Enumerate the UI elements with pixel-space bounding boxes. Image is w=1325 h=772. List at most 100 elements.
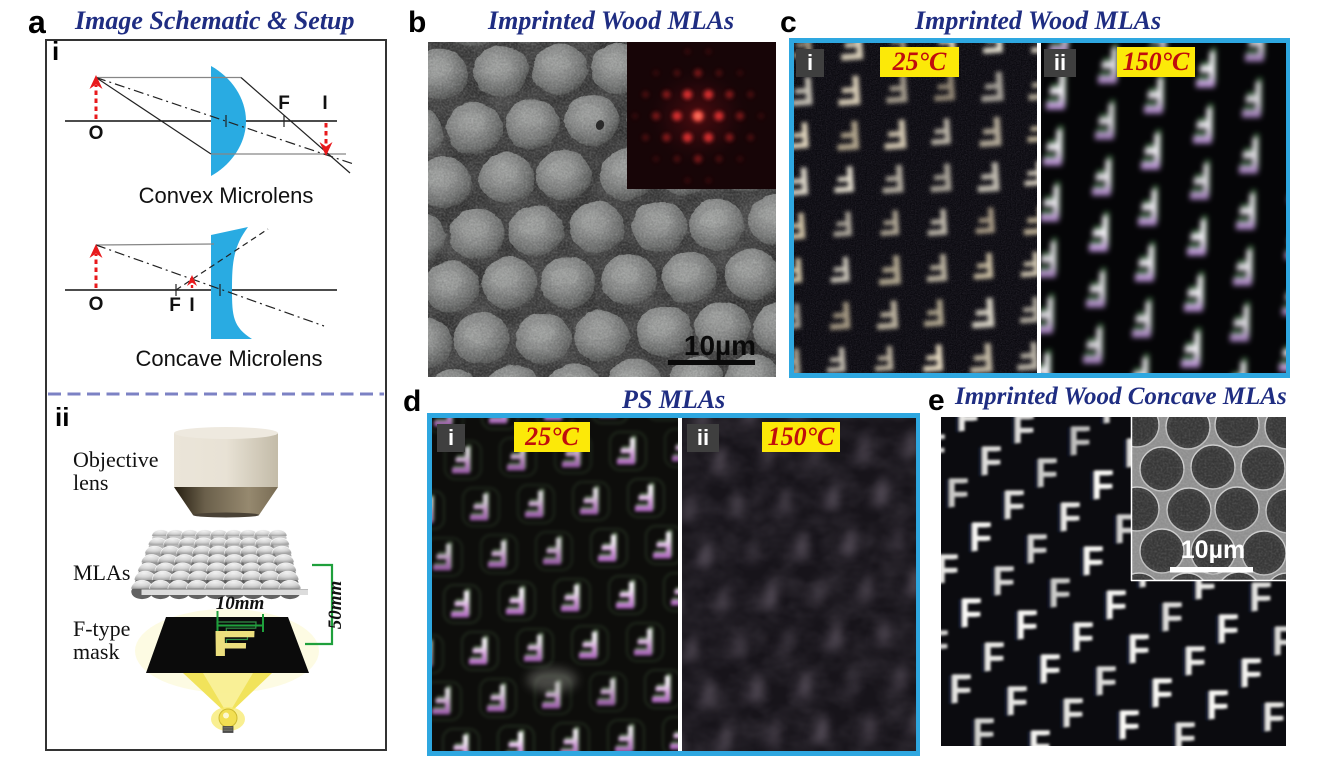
svg-text:F: F	[1046, 417, 1068, 421]
svg-text:F: F	[1029, 723, 1051, 746]
svg-text:F: F	[957, 592, 979, 638]
svg-text:F: F	[1273, 619, 1286, 665]
svg-text:F: F	[1204, 684, 1226, 730]
svg-text:F: F	[970, 712, 992, 746]
svg-text:F: F	[1010, 417, 1032, 454]
svg-text:F: F	[1006, 679, 1028, 725]
svg-text:F: F	[1049, 571, 1071, 617]
svg-text:F: F	[1270, 620, 1286, 666]
svg-text:F: F	[977, 440, 999, 486]
svg-text:F: F	[1079, 540, 1101, 586]
svg-text:10µm: 10µm	[684, 330, 756, 361]
svg-text:F: F	[1102, 417, 1124, 433]
svg-text:F: F	[1026, 527, 1048, 573]
svg-text:F: F	[1260, 696, 1282, 742]
svg-text:F: F	[944, 472, 966, 518]
svg-text:F: F	[941, 623, 949, 669]
svg-text:F: F	[1069, 419, 1091, 465]
svg-text:O: O	[89, 294, 104, 315]
svg-text:F: F	[1161, 595, 1183, 641]
svg-text:F: F	[1250, 575, 1272, 621]
svg-text:MLAs: MLAs	[73, 560, 130, 585]
svg-text:F: F	[1099, 417, 1121, 434]
svg-text:F: F	[980, 636, 1002, 682]
svg-text:F: F	[1036, 451, 1058, 497]
svg-text:F: F	[1023, 528, 1045, 574]
svg-text:F: F	[950, 667, 972, 713]
svg-text:F: F	[1240, 651, 1262, 697]
svg-text:F: F	[960, 591, 982, 637]
svg-text:F: F	[947, 471, 969, 517]
svg-text:F: F	[1102, 584, 1124, 630]
svg-text:F: F	[1237, 652, 1259, 698]
svg-text:F: F	[1158, 596, 1180, 642]
svg-text:F: F	[1026, 724, 1048, 746]
svg-text:F: F	[1128, 627, 1150, 673]
svg-text:F: F	[1033, 452, 1055, 498]
svg-text:F: F	[1069, 616, 1091, 662]
svg-text:O: O	[89, 123, 104, 144]
svg-text:F: F	[1105, 583, 1127, 629]
svg-text:F: F	[980, 439, 1002, 485]
svg-text:mask: mask	[73, 639, 119, 664]
svg-text:Concave Microlens: Concave Microlens	[135, 346, 322, 371]
svg-text:F: F	[970, 515, 992, 561]
svg-text:F: F	[1171, 716, 1193, 746]
svg-text:F: F	[1214, 608, 1236, 654]
svg-text:F: F	[1184, 639, 1206, 685]
svg-text:F: F	[1095, 659, 1117, 705]
svg-text:F: F	[990, 560, 1012, 606]
svg-text:Convex Microlens: Convex Microlens	[139, 183, 314, 208]
svg-text:F: F	[1089, 464, 1111, 510]
svg-text:F: F	[1046, 572, 1068, 618]
svg-text:F: F	[1118, 703, 1140, 746]
svg-text:F: F	[1056, 496, 1078, 542]
svg-text:F: F	[941, 624, 946, 670]
svg-text:F: F	[1263, 695, 1285, 741]
svg-text:I: I	[189, 295, 194, 316]
svg-text:F: F	[947, 668, 969, 714]
svg-text:F: F	[1092, 463, 1114, 509]
svg-text:F: F	[1043, 417, 1065, 422]
svg-text:F: F	[1036, 648, 1058, 694]
svg-text:F: F	[1112, 508, 1134, 554]
svg-text:F: F	[941, 428, 943, 474]
svg-text:F: F	[941, 548, 956, 594]
svg-text:F: F	[1247, 576, 1269, 622]
svg-text:F-type: F-type	[73, 616, 130, 641]
svg-text:F: F	[1062, 691, 1084, 737]
svg-text:10mm: 10mm	[216, 593, 265, 614]
svg-text:F: F	[941, 427, 946, 473]
svg-text:50mm: 50mm	[325, 581, 346, 630]
svg-text:F: F	[1003, 483, 1025, 529]
svg-text:F: F	[1016, 603, 1038, 649]
svg-text:F: F	[1174, 715, 1196, 746]
svg-text:F: F	[957, 417, 979, 441]
svg-text:F: F	[1072, 615, 1094, 661]
svg-text:F: F	[1151, 671, 1173, 717]
svg-text:F: F	[1066, 420, 1088, 466]
svg-text:F: F	[1003, 680, 1025, 726]
svg-text:F: F	[1013, 417, 1035, 453]
svg-text:F: F	[169, 295, 181, 316]
svg-text:F: F	[1013, 604, 1035, 650]
svg-text:Objective: Objective	[73, 447, 159, 472]
svg-text:F: F	[1148, 672, 1170, 718]
svg-text:F: F	[941, 547, 959, 593]
svg-text:F: F	[954, 417, 976, 442]
svg-text:F: F	[993, 559, 1015, 605]
svg-text:F: F	[983, 635, 1005, 681]
svg-text:F: F	[1207, 683, 1229, 729]
svg-text:F: F	[1059, 692, 1081, 738]
svg-text:10µm: 10µm	[1181, 536, 1245, 564]
svg-text:F: F	[1115, 704, 1137, 746]
svg-text:lens: lens	[73, 470, 108, 495]
svg-text:F: F	[278, 93, 290, 114]
svg-text:F: F	[1082, 539, 1104, 585]
svg-text:I: I	[322, 93, 327, 114]
svg-text:F: F	[1217, 607, 1239, 653]
svg-text:F: F	[1092, 660, 1114, 706]
svg-text:F: F	[1125, 628, 1147, 674]
svg-text:F: F	[967, 516, 989, 562]
svg-text:F: F	[1039, 647, 1061, 693]
